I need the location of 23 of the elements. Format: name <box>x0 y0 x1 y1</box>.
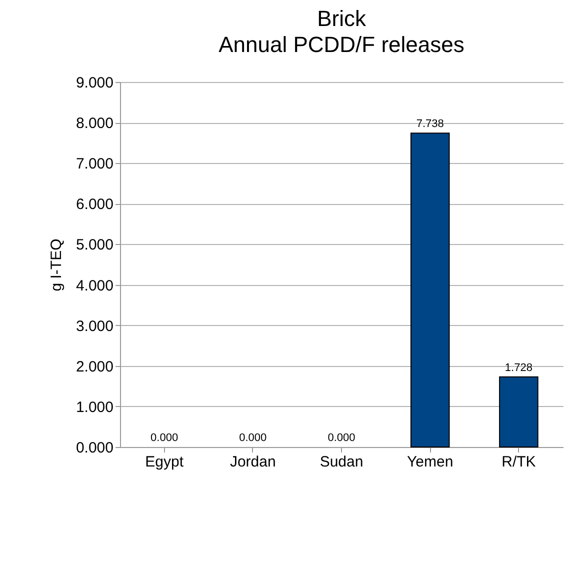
y-tick-label: 9.000 <box>76 74 114 92</box>
y-tick-label: 4.000 <box>76 277 114 294</box>
x-tick-label: Jordan <box>230 454 276 470</box>
chart-title: Brick <box>317 6 367 31</box>
y-tick-label: 1.000 <box>76 398 114 416</box>
y-tick-label: 2.000 <box>76 358 114 376</box>
y-tick-label: 3.000 <box>76 318 114 335</box>
y-tick-label: 0.000 <box>76 440 114 456</box>
data-label: 0.000 <box>150 432 178 444</box>
y-axis-title: g I-TEQ <box>48 238 65 292</box>
chart-subtitle: Annual PCDD/F releases <box>218 32 464 57</box>
data-label: 7.738 <box>416 118 444 130</box>
x-tick-label: R/TK <box>502 454 536 470</box>
y-tick-label: 8.000 <box>76 115 114 132</box>
x-tick-label: Sudan <box>320 454 364 470</box>
y-tick-label: 6.000 <box>76 196 114 214</box>
data-label: 0.000 <box>239 432 267 444</box>
data-label: 0.000 <box>328 432 356 444</box>
x-tick-label: Egypt <box>145 454 184 470</box>
data-label: 1.728 <box>504 362 532 374</box>
x-tick-label: Yemen <box>407 454 454 470</box>
y-tick-label: 7.000 <box>76 156 114 173</box>
y-tick-label: 5.000 <box>76 236 114 254</box>
